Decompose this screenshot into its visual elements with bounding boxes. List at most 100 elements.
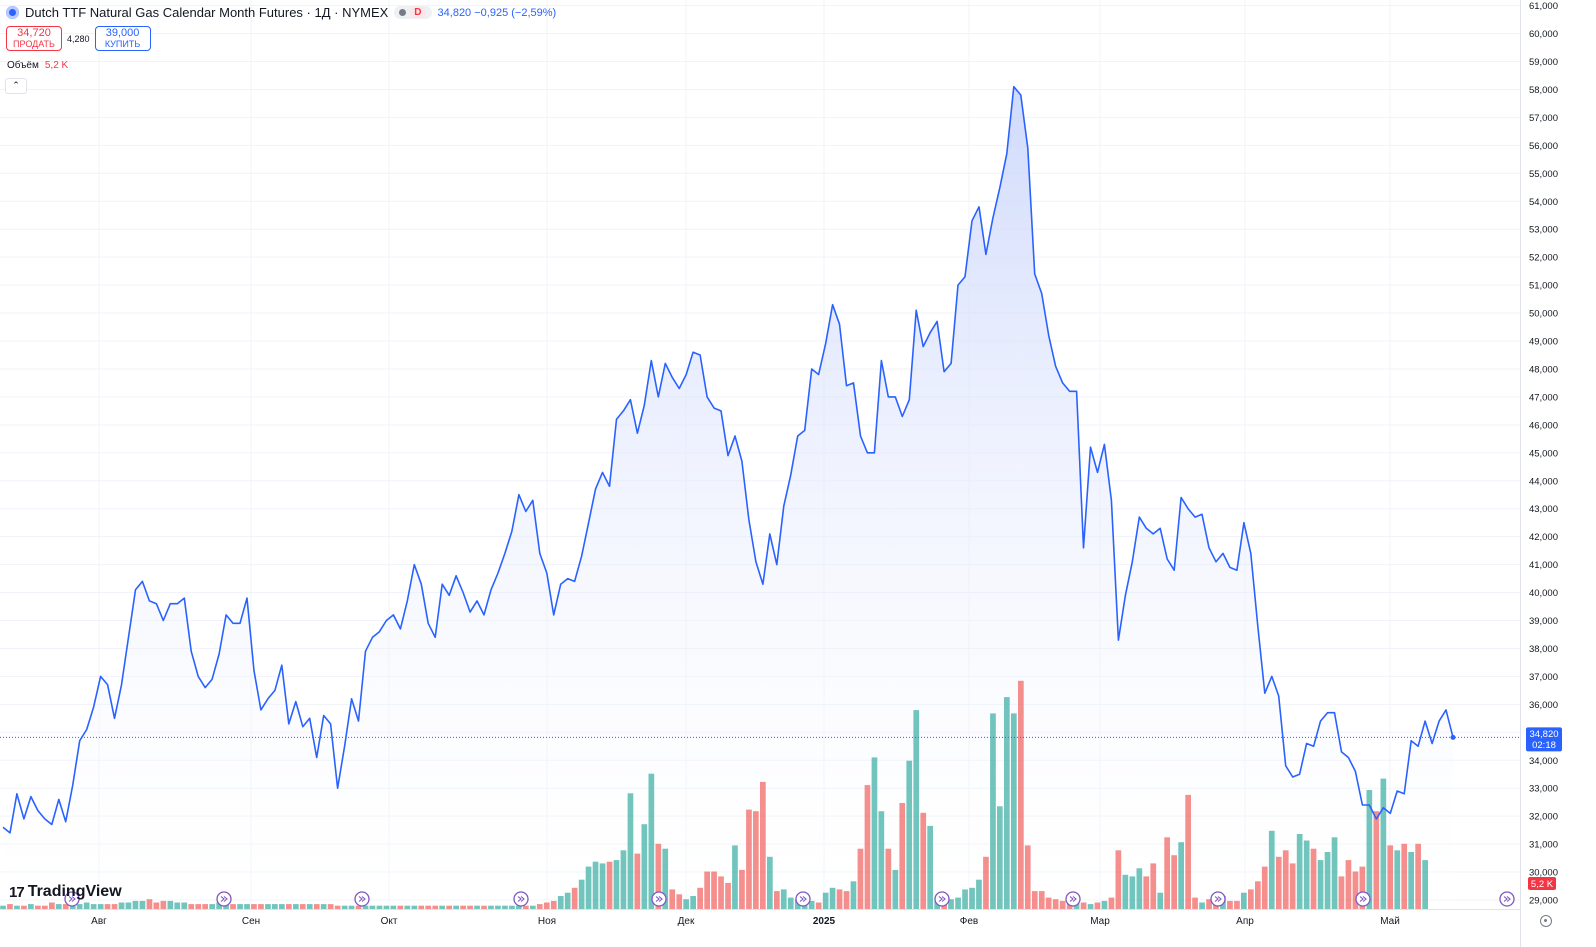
x-tick-label: 2025 (813, 916, 836, 927)
volume-bar (878, 811, 885, 909)
volume-bar (1296, 834, 1303, 909)
market-status-dot-icon (399, 9, 407, 16)
volume-bar (850, 881, 857, 909)
collapse-legend-button[interactable]: ⌃ (5, 78, 27, 94)
y-tick-label: 59,000 (1529, 57, 1558, 68)
volume-bar (969, 887, 975, 909)
gear-icon[interactable] (1540, 915, 1552, 927)
volume-bar (14, 905, 20, 909)
volume-bar (509, 905, 515, 909)
y-tick-label: 54,000 (1529, 197, 1558, 208)
volume-bar (265, 904, 271, 909)
chart-header: Dutch TTF Natural Gas Calendar Month Fut… (6, 5, 556, 20)
y-tick-label: 51,000 (1529, 281, 1558, 292)
x-tick-label: Апр (1236, 916, 1254, 927)
volume-bar (523, 905, 529, 909)
volume-bar (35, 905, 41, 909)
volume-bar (1408, 852, 1414, 910)
volume-bar (718, 876, 724, 909)
buy-button[interactable]: 39,000 КУПИТЬ (94, 26, 151, 51)
event-marker-icon (64, 891, 80, 907)
tradingview-logo-text: TradingView (27, 883, 122, 900)
volume-bar (1241, 892, 1247, 909)
volume-bar (1143, 876, 1150, 909)
volume-bar (641, 824, 648, 909)
volume-bar (1115, 850, 1122, 909)
volume-bar (90, 904, 97, 909)
x-tick-label: Авг (91, 916, 107, 927)
volume-bar (613, 860, 620, 909)
volume-bar (725, 882, 731, 909)
event-marker-icon (513, 891, 529, 907)
y-tick-label: 43,000 (1529, 504, 1558, 515)
x-tick-label: Май (1380, 916, 1400, 927)
x-tick-label: Фев (960, 916, 978, 927)
chart-title[interactable]: Dutch TTF Natural Gas Calendar Month Fut… (25, 5, 389, 20)
volume-bar (990, 713, 996, 909)
sell-button[interactable]: 34,720 ПРОДАТЬ (6, 26, 62, 51)
volume-bar (181, 902, 188, 909)
volume-bar (627, 793, 634, 909)
volume-legend-label: Объём (7, 60, 39, 71)
volume-bar (286, 904, 292, 909)
event-markers[interactable] (64, 891, 1515, 907)
volume-bar (815, 902, 822, 909)
x-tick-label: Мар (1090, 916, 1110, 927)
y-tick-label: 31,000 (1529, 840, 1558, 851)
volume-bar (857, 848, 864, 909)
y-tick-label: 55,000 (1529, 169, 1558, 180)
event-marker-icon (216, 891, 232, 907)
volume-bar (125, 902, 132, 909)
volume-bar (153, 902, 160, 909)
volume-bar (746, 809, 752, 909)
volume-bar (411, 905, 418, 909)
y-tick-label: 47,000 (1529, 392, 1558, 403)
y-tick-label: 48,000 (1529, 364, 1558, 375)
volume-bar (195, 904, 202, 909)
volume-bar (1352, 871, 1359, 909)
volume-bar (1268, 830, 1275, 909)
volume-bar (983, 856, 989, 909)
volume-bar (355, 905, 362, 909)
volume-bar (704, 871, 710, 909)
event-marker-icon (1355, 891, 1371, 907)
volume-bar (592, 861, 599, 909)
market-status-pill[interactable]: D (394, 6, 432, 19)
volume-bar (1038, 891, 1045, 909)
volume-bar (1192, 897, 1198, 909)
volume-bar (920, 812, 927, 909)
volume-bar (780, 889, 787, 909)
volume-bar (885, 848, 892, 909)
volume-bar (55, 904, 62, 909)
volume-bar (237, 904, 243, 909)
volume-bar (955, 897, 961, 909)
volume-bar (1108, 897, 1115, 909)
volume-bar (230, 904, 236, 909)
y-tick-label: 61,000 (1529, 1, 1558, 12)
volume-bar (787, 897, 794, 909)
volume-bar (1185, 794, 1191, 909)
volume-bar (1338, 876, 1345, 909)
volume-value-tag (1528, 877, 1556, 890)
time-axis[interactable]: Авг Сен Окт Ноя Дек 2025 Фев Мар Апр Май (0, 0, 1521, 947)
price-axis[interactable]: 29,00030,00031,00032,00033,00034,00035,0… (1526, 1, 1562, 907)
volume-bar (1227, 900, 1233, 910)
volume-bar (1094, 902, 1101, 909)
volume-bar (1136, 868, 1143, 910)
volume-legend-value: 5,2 K (44, 60, 69, 71)
x-tick-label: Дек (678, 916, 695, 927)
volume-bar (927, 825, 933, 909)
volume-legend[interactable]: Объём 5,2 K (7, 60, 68, 71)
price-area-fill (3, 86, 1453, 909)
volume-bar (732, 845, 738, 909)
volume-bar (341, 905, 348, 909)
volume-bar (1387, 845, 1394, 909)
volume-bar (711, 871, 717, 909)
tradingview-logo[interactable]: 17 TradingView (9, 883, 122, 901)
event-marker-icon (934, 891, 950, 907)
y-tick-label: 52,000 (1529, 253, 1558, 264)
volume-bar (1317, 860, 1324, 909)
trade-buttons: 34,720 ПРОДАТЬ 4,280 39,000 КУПИТЬ (6, 26, 151, 51)
volume-bar (585, 866, 592, 909)
